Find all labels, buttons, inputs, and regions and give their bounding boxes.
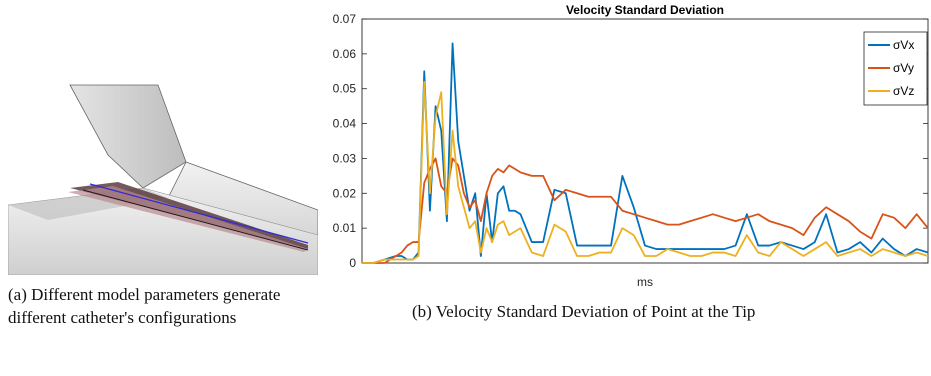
y-tick-label: 0.01 — [333, 221, 357, 235]
legend-label: σVx — [893, 38, 914, 52]
series-line-σVz — [362, 80, 929, 264]
velocity-std-chart: Velocity Standard Deviation ms 0 0.01 0.02… — [333, 3, 929, 289]
y-tick-label: 0.03 — [333, 151, 357, 165]
y-tick-label: 0.02 — [333, 186, 357, 200]
x-axis-label: ms — [637, 275, 653, 289]
legend: σVx σVy σVz — [863, 31, 928, 106]
series-line-σVy — [362, 157, 929, 264]
chart-title: Velocity Standard Deviation — [566, 3, 724, 17]
y-tick-label: 0 — [349, 256, 356, 270]
caption-b: (b) Velocity Standard Deviation of Point… — [412, 302, 756, 321]
y-tick-label: 0.06 — [333, 47, 357, 61]
plot-area — [361, 18, 929, 264]
series-lines — [362, 42, 929, 264]
legend-label: σVy — [893, 61, 914, 75]
y-axis-ticks: 0 0.01 0.02 0.03 0.04 0.05 0.06 0.07 — [333, 12, 928, 270]
y-tick-label: 0.05 — [333, 82, 357, 96]
y-tick-label: 0.07 — [333, 12, 357, 26]
legend-label: σVz — [893, 84, 914, 98]
catheter-render-image — [8, 84, 318, 275]
y-tick-label: 0.04 — [333, 117, 357, 131]
caption-a: (a) Different model parameters generate … — [8, 285, 281, 327]
